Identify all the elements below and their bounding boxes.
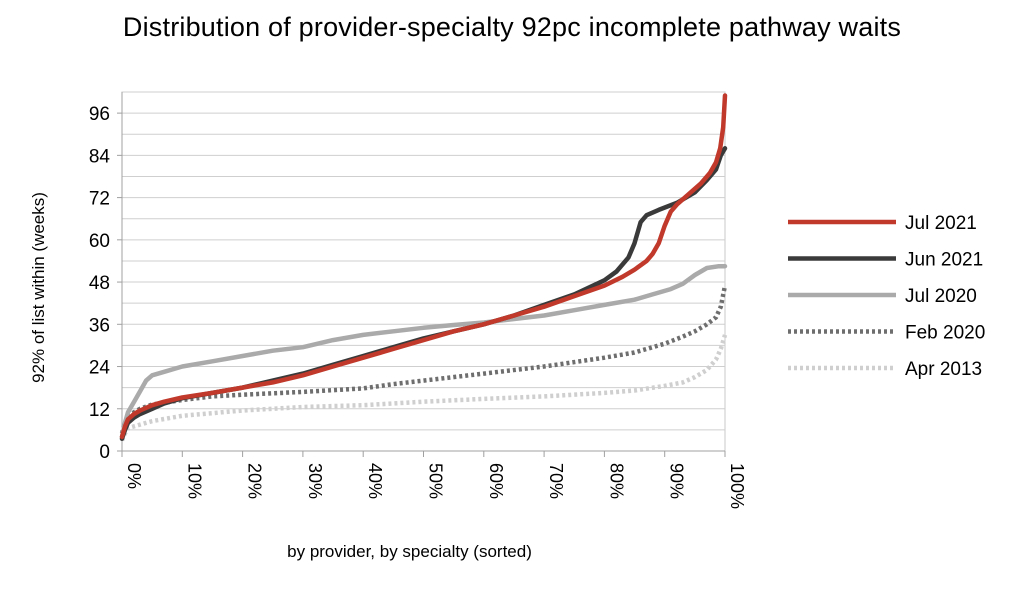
legend-label: Jun 2021: [905, 250, 983, 271]
x-tick-label: 10%: [184, 463, 204, 499]
y-tick-label: 36: [89, 315, 110, 336]
y-tick-label: 72: [89, 189, 110, 210]
x-tick-label: 60%: [486, 463, 506, 499]
x-tick-label: 40%: [365, 463, 385, 499]
legend-label: Jul 2021: [905, 213, 977, 234]
x-tick-label: 100%: [727, 463, 747, 509]
x-tick-label: 0%: [124, 463, 144, 489]
x-tick-label: 90%: [667, 463, 687, 499]
x-tick-label: 30%: [305, 463, 325, 499]
y-tick-label: 48: [89, 273, 110, 294]
legend-label: Apr 2013: [905, 359, 982, 380]
x-tick-label: 50%: [426, 463, 446, 499]
y-tick-label: 24: [89, 358, 111, 379]
y-tick-label: 0: [99, 442, 110, 463]
y-tick-label: 12: [89, 400, 110, 421]
x-tick-label: 80%: [606, 463, 626, 499]
x-tick-label: 20%: [245, 463, 265, 499]
y-tick-label: 84: [89, 146, 111, 167]
series-line-jul-2021: [119, 93, 728, 440]
legend-label: Feb 2020: [905, 323, 985, 344]
chart-title: Distribution of provider-specialty 92pc …: [122, 12, 902, 42]
legend-label: Jul 2020: [905, 286, 977, 307]
x-axis-title: by provider, by specialty (sorted): [287, 542, 532, 561]
x-tick-label: 70%: [546, 463, 566, 499]
series-line-jul-2020: [119, 263, 728, 440]
series-line-feb-2020: [119, 285, 728, 435]
y-tick-label: 60: [89, 231, 110, 252]
y-axis-title: 92% of list within (weeks): [29, 192, 48, 383]
y-tick-label: 96: [89, 104, 110, 125]
series-line-apr-2013: [119, 334, 728, 442]
